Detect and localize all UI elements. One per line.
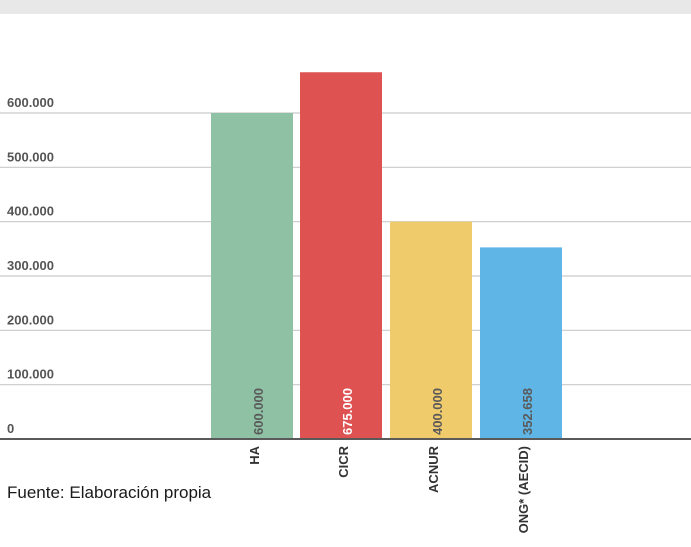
y-axis-ticks: 0 100.000 200.000 300.000 400.000 500.000 600.… <box>7 95 54 436</box>
y-tick-label: 100.000 <box>7 367 54 382</box>
bars: 600.000 675.000 400.000 352.658 <box>211 72 562 439</box>
top-band <box>0 0 691 14</box>
bar <box>300 72 382 439</box>
y-tick-label: 400.000 <box>7 204 54 219</box>
x-tick-label: HA <box>247 445 262 464</box>
bar-value-label: 600.000 <box>251 388 266 435</box>
x-tick-label: CICR <box>336 445 351 477</box>
bar <box>211 113 293 439</box>
bar-value-label: 400.000 <box>430 388 445 435</box>
source-note: Fuente: Elaboración propia <box>7 483 212 502</box>
bar-value-label: 675.000 <box>340 388 355 435</box>
x-axis-ticks: HA CICR ACNUR ONG* (AECID) <box>247 445 531 533</box>
bar <box>480 247 562 439</box>
y-tick-label: 500.000 <box>7 149 54 164</box>
y-tick-label: 0 <box>7 421 14 436</box>
bar-value-label: 352.658 <box>520 388 535 435</box>
x-tick-label: ACNUR <box>426 445 441 493</box>
x-tick-label: ONG* (AECID) <box>516 446 531 533</box>
y-tick-label: 600.000 <box>7 95 54 110</box>
y-tick-label: 200.000 <box>7 312 54 327</box>
y-tick-label: 300.000 <box>7 258 54 273</box>
bar <box>390 221 472 439</box>
